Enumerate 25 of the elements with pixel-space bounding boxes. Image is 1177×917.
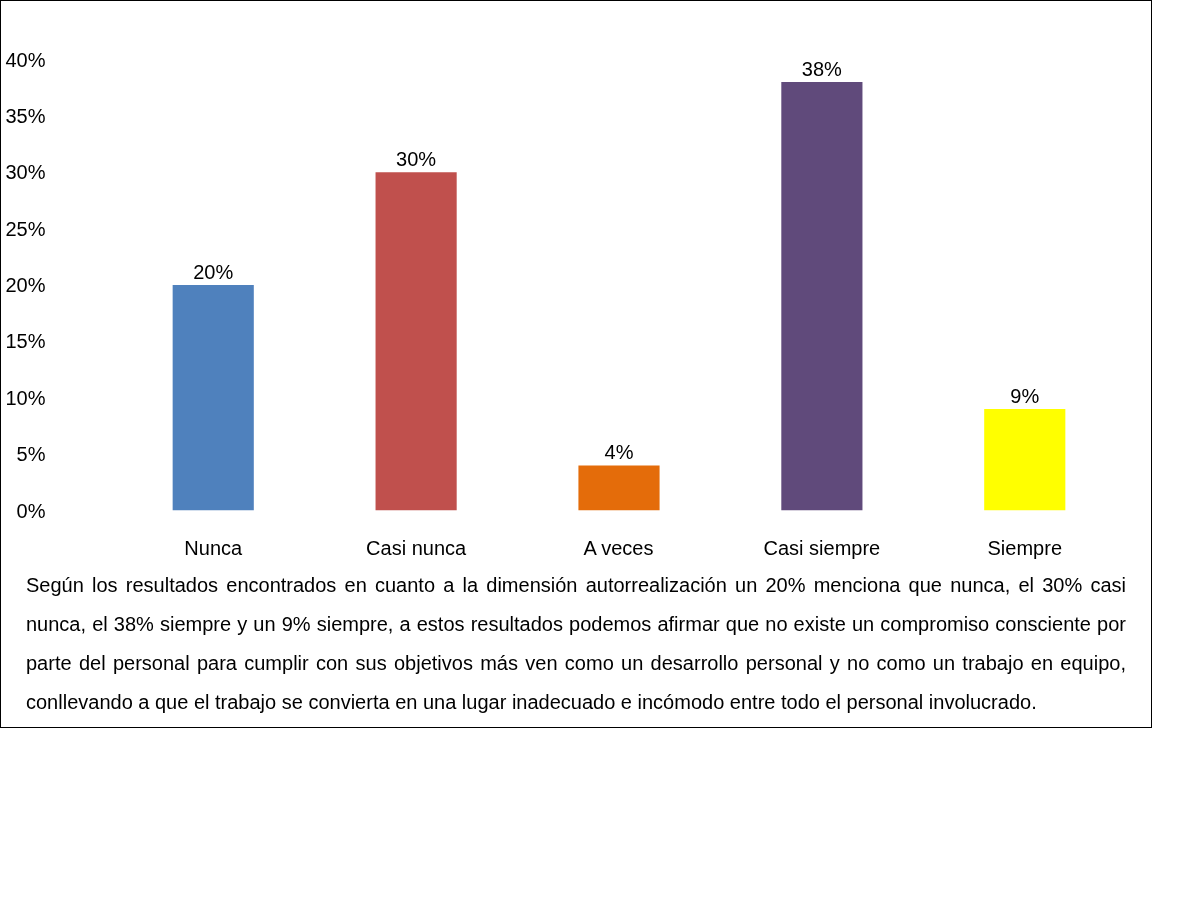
y-tick-label: 10% (5, 386, 46, 409)
x-tick-label: Nunca (184, 536, 244, 559)
bar (984, 409, 1066, 511)
data-label: 4% (604, 441, 634, 464)
y-tick-label: 20% (5, 274, 46, 297)
bar (375, 172, 457, 511)
data-label: 30% (396, 148, 437, 171)
x-tick-label: Casi nunca (366, 536, 468, 559)
data-label: 38% (801, 58, 843, 81)
bar (172, 285, 254, 511)
y-tick-label: 40% (5, 48, 46, 71)
y-tick-label: 0% (16, 499, 46, 522)
text: Según los resultados encontrados en cuanto a la dimensión autorrealización un 20% menciona que nunca, el 30% casi nunca, el 38% siempre y un 9% siempre, a estos resultados podemos afirmar que no existe un compromiso consciente por parte del personal para cumplir con sus objetivos más ven como un desarrollo personal y no como un trabajo en equipo, conllevando a que el trabajo se convierta en una lugar inadecuado e incómodo entre todo el personal involucrado. (26, 573, 1126, 715)
y-tick-label: 25% (5, 217, 46, 240)
x-tick-label: Casi siempre (763, 536, 881, 559)
y-tick-label: 15% (5, 330, 46, 353)
x-tick-label: A veces (583, 536, 654, 559)
y-tick-label: 5% (16, 443, 46, 466)
data-label: 9% (1010, 385, 1040, 408)
x-tick-label: Siempre (987, 536, 1063, 559)
y-tick-label: 35% (5, 104, 46, 127)
y-tick-label: 30% (5, 161, 46, 184)
data-label: 20% (193, 261, 234, 284)
bar (781, 82, 863, 511)
bar (578, 465, 660, 511)
